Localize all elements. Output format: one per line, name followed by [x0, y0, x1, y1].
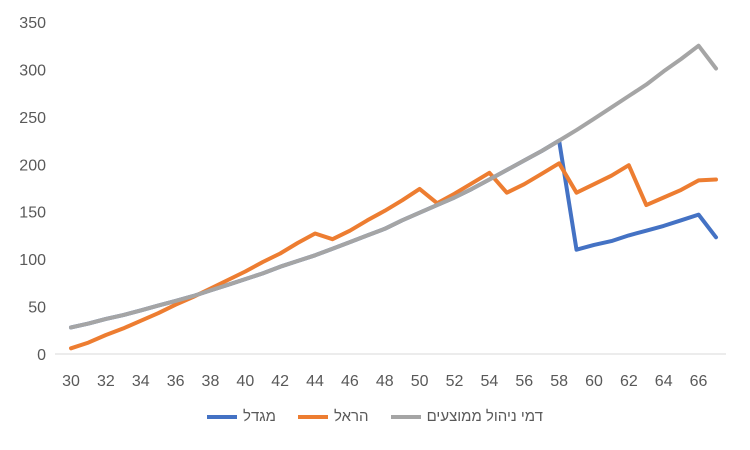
x-tick-label: 44 [306, 373, 324, 390]
x-tick-label: 40 [236, 373, 254, 390]
y-tick-label: 300 [19, 62, 46, 79]
x-tick-label: 46 [341, 373, 359, 390]
x-tick-label: 30 [62, 373, 80, 390]
legend-swatch [207, 414, 238, 419]
y-tick-label: 350 [19, 15, 46, 32]
x-tick-label: 60 [585, 373, 603, 390]
legend-label: מגדל [243, 408, 276, 425]
x-tick-label: 42 [271, 373, 289, 390]
x-tick-label: 52 [446, 373, 464, 390]
y-tick-label: 200 [19, 157, 46, 174]
x-tick-label: 62 [620, 373, 638, 390]
x-tick-label: 36 [167, 373, 185, 390]
legend-label: דמי ניהול ממוצעים [426, 408, 543, 425]
y-tick-label: 100 [19, 252, 46, 269]
x-tick-label: 38 [202, 373, 220, 390]
x-tick-label: 56 [515, 373, 533, 390]
series-line-0 [69, 138, 718, 330]
legend-swatch [390, 414, 421, 419]
legend-swatch [297, 414, 328, 419]
x-tick-label: 66 [690, 373, 708, 390]
legend-item: הראל [297, 408, 369, 425]
series-line-1 [69, 161, 718, 351]
x-tick-label: 34 [132, 373, 150, 390]
x-tick-label: 54 [480, 373, 498, 390]
y-tick-label: 50 [28, 300, 46, 317]
y-tick-label: 250 [19, 110, 46, 127]
legend: מגדל הראל דמי ניהול ממוצעים [0, 408, 750, 425]
x-tick-label: 32 [97, 373, 115, 390]
legend-item: מגדל [207, 408, 276, 425]
x-tick-label: 58 [550, 373, 568, 390]
series-line-2 [69, 43, 718, 330]
x-tick-label: 64 [655, 373, 673, 390]
legend-item: דמי ניהול ממוצעים [390, 408, 543, 425]
x-tick-label: 48 [376, 373, 394, 390]
y-tick-label: 150 [19, 205, 46, 222]
y-tick-label: 0 [37, 347, 46, 364]
x-tick-label: 50 [411, 373, 429, 390]
legend-label: הראל [333, 408, 369, 425]
